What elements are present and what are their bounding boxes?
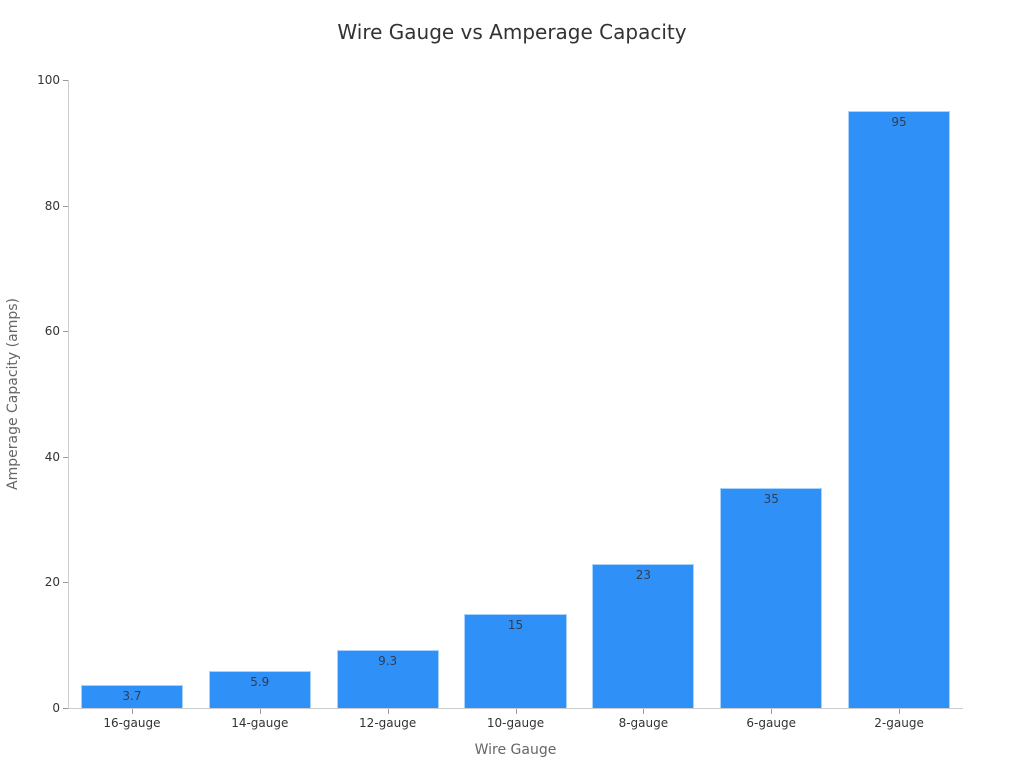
bar-value-label: 5.9 bbox=[250, 674, 270, 689]
y-tick-label: 80 bbox=[44, 198, 60, 213]
bar-2-gauge[interactable]: 95 bbox=[847, 111, 951, 708]
y-tick-mark bbox=[63, 80, 68, 81]
y-tick-label: 20 bbox=[44, 575, 60, 590]
y-tick-label: 0 bbox=[52, 701, 60, 715]
y-tick-mark bbox=[63, 456, 68, 458]
bar-value-label: 23 bbox=[635, 567, 651, 582]
x-tick-mark bbox=[131, 709, 133, 714]
bar-14-gauge[interactable]: 5.9 bbox=[208, 670, 311, 708]
bar-6-gauge[interactable]: 35 bbox=[720, 488, 823, 708]
x-axis-line bbox=[68, 708, 963, 709]
bar-value-label: 35 bbox=[763, 492, 779, 507]
y-tick-label: 100 bbox=[37, 73, 60, 87]
x-tick-mark bbox=[899, 709, 901, 714]
bar-10-gauge[interactable]: 15 bbox=[464, 613, 567, 708]
chart-title: Wire Gauge vs Amperage Capacity bbox=[337, 20, 687, 44]
x-tick-label: 8-gauge bbox=[618, 716, 669, 730]
x-tick-label: 6-gauge bbox=[746, 716, 796, 730]
x-tick-mark bbox=[771, 709, 773, 714]
x-tick-label: 12-gauge bbox=[359, 716, 417, 730]
x-tick-mark bbox=[259, 709, 261, 714]
y-tick-mark bbox=[63, 708, 68, 709]
x-tick-label: 2-gauge bbox=[874, 716, 924, 730]
x-tick-mark bbox=[387, 709, 389, 714]
bar-value-label: 9.3 bbox=[378, 653, 398, 668]
x-tick-label: 14-gauge bbox=[231, 716, 289, 730]
bar-value-label: 95 bbox=[891, 115, 907, 130]
x-tick-mark bbox=[643, 709, 645, 714]
x-tick-mark bbox=[515, 709, 517, 714]
x-tick-label: 16-gauge bbox=[103, 716, 161, 730]
bar-16-gauge[interactable]: 3.7 bbox=[80, 684, 184, 708]
y-tick-mark bbox=[63, 331, 68, 333]
x-tick-label: 10-gauge bbox=[486, 716, 545, 730]
y-tick-label: 60 bbox=[44, 324, 60, 339]
y-axis-label: Amperage Capacity (amps) bbox=[5, 298, 21, 490]
bar-8-gauge[interactable]: 23 bbox=[592, 563, 695, 708]
y-axis-line bbox=[68, 80, 69, 708]
bar-value-label: 15 bbox=[507, 617, 524, 632]
y-tick-mark bbox=[63, 582, 68, 584]
bar-value-label: 3.7 bbox=[122, 688, 142, 703]
y-tick-label: 40 bbox=[44, 449, 60, 464]
bar-12-gauge[interactable]: 9.3 bbox=[336, 649, 439, 708]
y-tick-mark bbox=[63, 205, 68, 207]
x-axis-label: Wire Gauge bbox=[474, 742, 557, 758]
